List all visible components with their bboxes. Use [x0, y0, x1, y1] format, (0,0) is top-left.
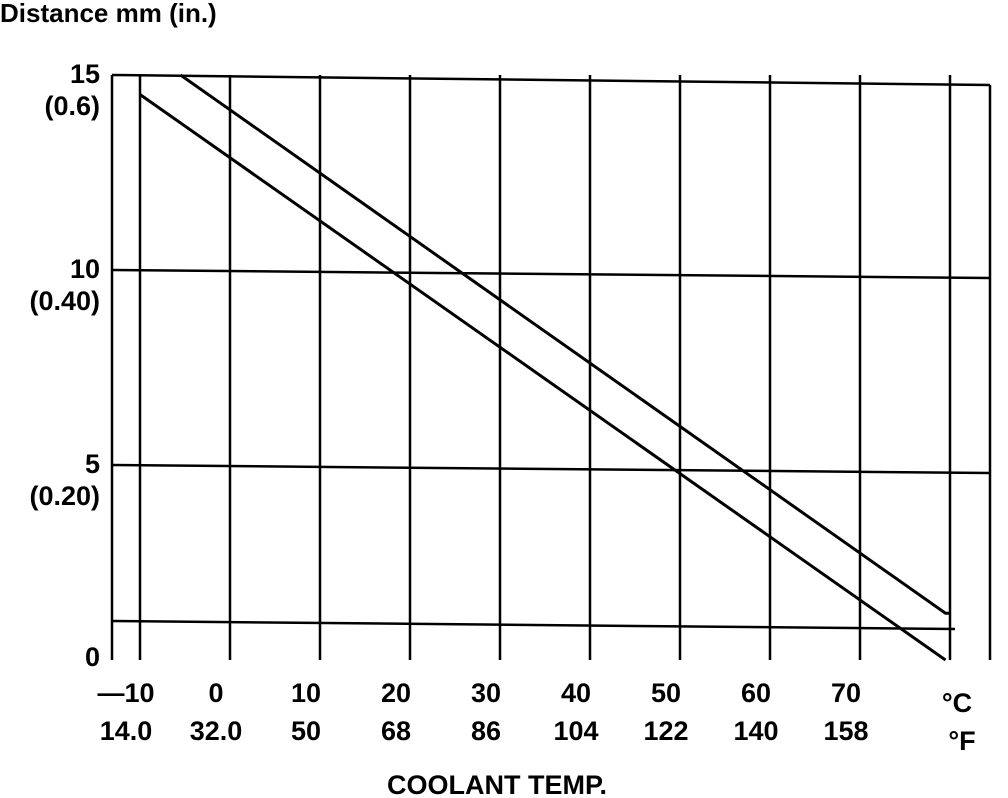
x-tick-c-8: 70	[831, 678, 861, 708]
x-axis-label: COOLANT TEMP.	[387, 770, 607, 798]
x-tick-c-3: 20	[381, 678, 411, 708]
y-gridline-0	[111, 268, 991, 280]
y-tick-mm-2: 5	[85, 449, 100, 479]
x-tick-c-2: 10	[291, 678, 321, 708]
x-tick-c-1: 0	[208, 678, 223, 708]
chart-title: Distance mm (in.)	[0, 0, 217, 28]
y-tick-inch-1: (0.40)	[29, 286, 100, 316]
x-tick-f-7: 140	[733, 716, 778, 746]
y-tick-inch-0: (0.6)	[44, 91, 100, 121]
x-tick-f-3: 68	[381, 716, 411, 746]
x-tick-c-6: 50	[651, 678, 681, 708]
x-tick-c-5: 40	[561, 678, 591, 708]
series-line-1	[139, 93, 947, 662]
x-tick-f-8: 158	[823, 716, 868, 746]
x-tick-f-1: 32.0	[190, 716, 243, 746]
y-tick-mm-0: 15	[70, 59, 100, 89]
x-tick-f-6: 122	[643, 716, 688, 746]
y-tick-inch-2: (0.20)	[29, 481, 100, 511]
x-tick-f-2: 50	[291, 716, 321, 746]
x-unit-celsius: °C	[942, 688, 972, 718]
x-tick-f-4: 86	[471, 716, 501, 746]
x-tick-c-7: 60	[741, 678, 771, 708]
y-gridline-1	[111, 463, 991, 475]
x-tick-c-0: —10	[97, 678, 154, 708]
y-tick-mm-3: 0	[85, 642, 100, 672]
y-gridline-2	[111, 619, 956, 631]
x-unit-fahrenheit: °F	[948, 726, 975, 756]
x-tick-f-0: 14.0	[100, 716, 153, 746]
x-tick-f-5: 104	[553, 716, 598, 746]
x-tick-c-4: 30	[471, 678, 501, 708]
plot-top-border	[111, 73, 991, 87]
series-line-0	[179, 73, 950, 615]
y-tick-mm-1: 10	[70, 254, 100, 284]
